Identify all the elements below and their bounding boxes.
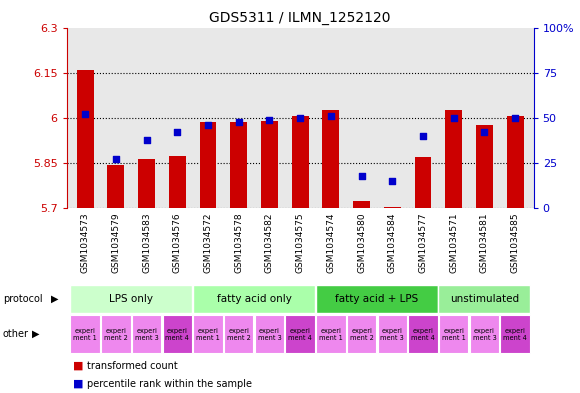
Bar bbox=[77, 70, 93, 208]
Bar bbox=[501, 315, 530, 353]
Text: experi
ment 1: experi ment 1 bbox=[73, 327, 97, 341]
Text: experi
ment 3: experi ment 3 bbox=[258, 327, 281, 341]
Point bbox=[142, 136, 151, 143]
Text: ■: ■ bbox=[72, 379, 83, 389]
Text: ▶: ▶ bbox=[32, 329, 39, 339]
Title: GDS5311 / ILMN_1252120: GDS5311 / ILMN_1252120 bbox=[209, 11, 391, 25]
Text: fatty acid only: fatty acid only bbox=[217, 294, 292, 304]
Text: GSM1034572: GSM1034572 bbox=[204, 212, 212, 272]
Bar bbox=[408, 315, 438, 353]
Text: ▶: ▶ bbox=[51, 294, 59, 304]
Text: GSM1034581: GSM1034581 bbox=[480, 212, 489, 273]
Bar bbox=[101, 315, 130, 353]
Bar bbox=[70, 285, 192, 313]
Bar bbox=[445, 110, 462, 208]
Text: GSM1034583: GSM1034583 bbox=[142, 212, 151, 273]
Bar bbox=[292, 116, 309, 208]
Text: percentile rank within the sample: percentile rank within the sample bbox=[87, 379, 252, 389]
Text: GSM1034585: GSM1034585 bbox=[510, 212, 520, 273]
Text: experi
ment 4: experi ment 4 bbox=[503, 327, 527, 341]
Text: experi
ment 3: experi ment 3 bbox=[380, 327, 404, 341]
Point bbox=[81, 111, 90, 118]
Point bbox=[204, 122, 213, 128]
Text: GSM1034580: GSM1034580 bbox=[357, 212, 366, 273]
Bar bbox=[353, 201, 370, 208]
Bar bbox=[476, 125, 493, 208]
Bar bbox=[285, 315, 315, 353]
Point bbox=[480, 129, 489, 136]
Point bbox=[234, 118, 244, 125]
Bar bbox=[439, 315, 469, 353]
Text: experi
ment 1: experi ment 1 bbox=[196, 327, 220, 341]
Point bbox=[418, 133, 427, 139]
Bar bbox=[193, 315, 223, 353]
Bar bbox=[224, 315, 253, 353]
Text: transformed count: transformed count bbox=[87, 361, 177, 371]
Text: GSM1034576: GSM1034576 bbox=[173, 212, 182, 273]
Bar bbox=[138, 158, 155, 208]
Point bbox=[357, 173, 366, 179]
Bar bbox=[316, 285, 438, 313]
Bar bbox=[169, 156, 186, 208]
Point bbox=[326, 113, 335, 119]
Text: GSM1034575: GSM1034575 bbox=[296, 212, 304, 273]
Text: GSM1034573: GSM1034573 bbox=[81, 212, 90, 273]
Text: GSM1034584: GSM1034584 bbox=[388, 212, 397, 272]
Text: GSM1034577: GSM1034577 bbox=[419, 212, 427, 273]
Point bbox=[173, 129, 182, 136]
Text: experi
ment 4: experi ment 4 bbox=[165, 327, 189, 341]
Text: experi
ment 2: experi ment 2 bbox=[104, 327, 128, 341]
Text: experi
ment 2: experi ment 2 bbox=[227, 327, 251, 341]
Text: experi
ment 1: experi ment 1 bbox=[442, 327, 466, 341]
Bar bbox=[438, 285, 530, 313]
Bar bbox=[193, 285, 315, 313]
Point bbox=[295, 115, 305, 121]
Point bbox=[449, 115, 458, 121]
Point bbox=[387, 178, 397, 184]
Bar bbox=[230, 122, 247, 208]
Text: experi
ment 1: experi ment 1 bbox=[319, 327, 343, 341]
Text: fatty acid + LPS: fatty acid + LPS bbox=[335, 294, 419, 304]
Text: GSM1034578: GSM1034578 bbox=[234, 212, 243, 273]
Text: other: other bbox=[3, 329, 29, 339]
Bar bbox=[378, 315, 407, 353]
Bar bbox=[347, 315, 376, 353]
Text: experi
ment 3: experi ment 3 bbox=[135, 327, 158, 341]
Point bbox=[111, 156, 121, 163]
Text: experi
ment 4: experi ment 4 bbox=[411, 327, 435, 341]
Text: GSM1034582: GSM1034582 bbox=[265, 212, 274, 272]
Bar bbox=[316, 315, 346, 353]
Text: ■: ■ bbox=[72, 361, 83, 371]
Bar bbox=[415, 157, 432, 208]
Text: experi
ment 2: experi ment 2 bbox=[350, 327, 374, 341]
Bar bbox=[255, 315, 284, 353]
Bar bbox=[132, 315, 161, 353]
Bar bbox=[507, 116, 524, 208]
Text: LPS only: LPS only bbox=[109, 294, 153, 304]
Bar bbox=[200, 122, 216, 208]
Text: GSM1034571: GSM1034571 bbox=[450, 212, 458, 273]
Text: unstimulated: unstimulated bbox=[450, 294, 519, 304]
Text: protocol: protocol bbox=[3, 294, 42, 304]
Bar bbox=[470, 315, 499, 353]
Bar bbox=[261, 121, 278, 208]
Text: experi
ment 3: experi ment 3 bbox=[473, 327, 496, 341]
Text: GSM1034579: GSM1034579 bbox=[111, 212, 120, 273]
Text: GSM1034574: GSM1034574 bbox=[327, 212, 335, 272]
Bar bbox=[384, 207, 401, 208]
Bar bbox=[322, 110, 339, 208]
Bar bbox=[107, 165, 124, 208]
Bar bbox=[162, 315, 192, 353]
Text: experi
ment 4: experi ment 4 bbox=[288, 327, 312, 341]
Point bbox=[510, 115, 520, 121]
Point bbox=[265, 117, 274, 123]
Bar bbox=[70, 315, 100, 353]
